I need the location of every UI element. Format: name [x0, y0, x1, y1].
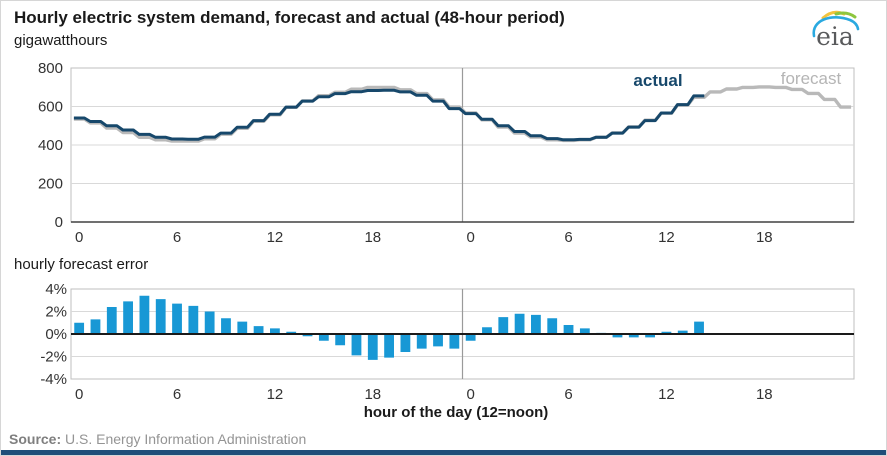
- error-bar: [628, 334, 639, 338]
- error-bar: [514, 313, 525, 334]
- error-bar: [74, 322, 85, 334]
- axis-tick-label: 6: [564, 386, 572, 403]
- axis-tick-label: 18: [756, 386, 773, 403]
- source-label: Source:: [9, 431, 62, 447]
- error-bar: [694, 321, 704, 334]
- axis-tick-label: 6: [173, 386, 181, 403]
- error-bar: [172, 303, 182, 334]
- axis-tick-label: 12: [267, 229, 284, 246]
- error-bar: [367, 334, 378, 360]
- axis-tick-label: 0: [55, 214, 63, 231]
- error-bar: [612, 334, 623, 338]
- error-bar: [302, 334, 313, 337]
- page-title: Hourly electric system demand, forecast …: [14, 8, 565, 27]
- source-text: U.S. Energy Information Administration: [65, 431, 307, 447]
- error-bar: [155, 299, 166, 334]
- error-bar: [645, 334, 655, 338]
- error-bar: [188, 305, 199, 334]
- error-bar: [139, 295, 150, 334]
- error-bar: [106, 307, 117, 334]
- error-bar: [384, 334, 394, 358]
- error-bar: [90, 319, 101, 334]
- axis-tick-label: 2%: [45, 304, 67, 321]
- error-bar: [270, 328, 280, 334]
- error-bar: [123, 301, 133, 334]
- axis-tick-label: 0: [75, 229, 83, 246]
- error-bar: [449, 334, 460, 349]
- error-bar: [416, 334, 427, 349]
- legend-forecast-label: forecast: [780, 69, 842, 88]
- axis-tick-label: 12: [658, 386, 675, 403]
- error-bar: [335, 334, 346, 346]
- axis-tick-label: 800: [38, 60, 63, 77]
- axis-tick-label: 18: [364, 386, 381, 403]
- error-bar: [351, 334, 362, 356]
- legend-actual-label: actual: [633, 71, 683, 90]
- axis-tick-label: 6: [564, 229, 572, 246]
- error-bar: [531, 314, 541, 334]
- error-bar: [465, 334, 476, 341]
- axis-tick-label: 0%: [45, 326, 67, 343]
- axis-tick-label: 200: [38, 176, 63, 193]
- error-chart-title: hourly forecast error: [14, 256, 149, 273]
- axis-tick-label: 18: [364, 229, 381, 246]
- axis-tick-label: 12: [658, 229, 675, 246]
- error-bar: [253, 326, 264, 334]
- footer-accent-bar: [1, 450, 886, 455]
- axis-tick-label: 12: [267, 386, 284, 403]
- axis-tick-label: 6: [173, 229, 181, 246]
- error-bar: [498, 317, 509, 334]
- eia-logo-graphic: eia: [812, 10, 860, 51]
- error-bar: [547, 318, 558, 334]
- error-bar: [677, 330, 688, 334]
- axis-tick-label: 400: [38, 137, 63, 154]
- eia-logo: eia: [806, 5, 864, 51]
- axis-tick-label: -2%: [40, 349, 67, 366]
- error-bar: [237, 321, 248, 334]
- axis-tick-label: 18: [756, 229, 773, 246]
- logo-text: eia: [816, 22, 854, 51]
- y-axis-unit-label: gigawatthours: [14, 32, 108, 49]
- x-axis-title: hour of the day (12=noon): [363, 404, 549, 421]
- error-bar: [400, 334, 411, 352]
- axis-tick-label: 0: [466, 229, 474, 246]
- logo-green-swoosh: [834, 11, 857, 19]
- axis-tick-label: 0: [466, 386, 474, 403]
- error-bar: [661, 331, 672, 334]
- error-bar: [286, 331, 297, 334]
- error-bar: [579, 328, 590, 334]
- error-bar: [433, 334, 443, 347]
- error-bar: [482, 327, 492, 334]
- error-bar: [204, 311, 215, 334]
- error-bar: [318, 334, 329, 341]
- actual-line: [73, 88, 705, 142]
- error-bar: [563, 325, 574, 334]
- error-bar: [221, 318, 231, 334]
- axis-tick-label: 0: [75, 386, 83, 403]
- axis-tick-label: 600: [38, 99, 63, 116]
- logo-blue-swoosh: [812, 16, 860, 38]
- axis-tick-label: -4%: [40, 371, 67, 388]
- axis-tick-label: 4%: [45, 281, 67, 298]
- source-line: Source: U.S. Energy Information Administ…: [9, 431, 306, 447]
